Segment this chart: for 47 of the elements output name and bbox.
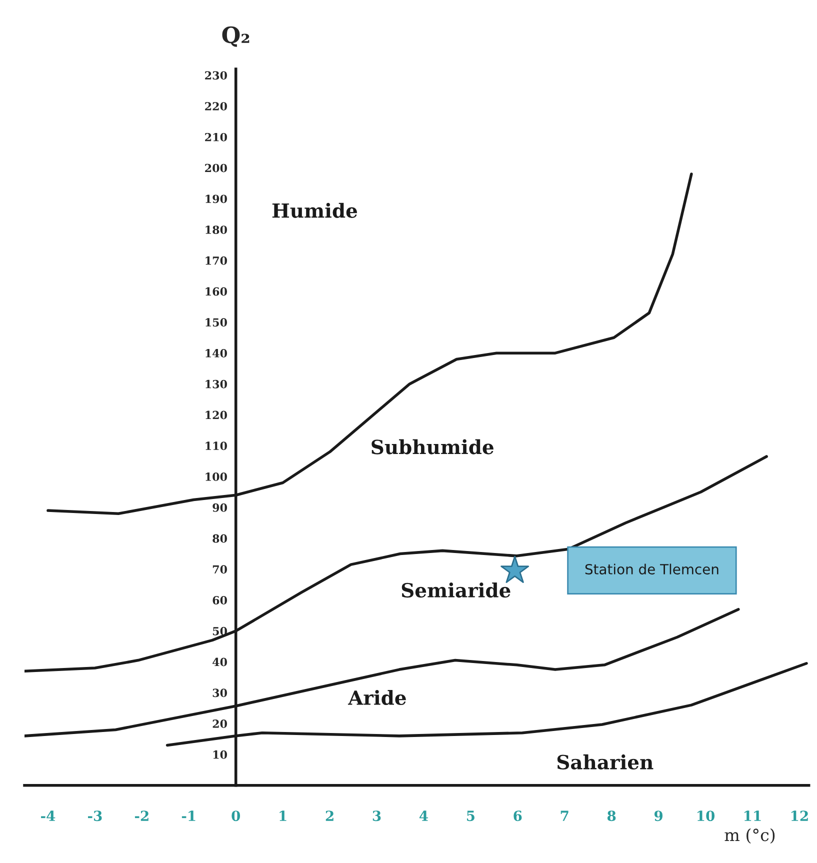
annotation: Saharien	[557, 754, 654, 770]
y-tick-label: 80	[212, 534, 227, 543]
y-tick-label: 220	[205, 102, 227, 110]
y-tick-label: 10	[213, 750, 227, 759]
y-tick-label: 210	[205, 132, 227, 142]
x-tick-label: 12	[791, 810, 808, 821]
annotation: Semiaride	[402, 582, 510, 598]
x-axis-title: m (°c)	[724, 828, 775, 844]
y-tick-label: 100	[206, 472, 227, 481]
y-tick-label: 60	[212, 596, 227, 604]
y-tick-label: 140	[206, 349, 227, 358]
y-tick-label: 190	[206, 194, 227, 204]
x-tick-label: -4	[41, 810, 56, 821]
x-tick-label: 9	[654, 810, 662, 822]
x-tick-label: 5	[466, 810, 474, 822]
annotation: Subhumide	[372, 439, 494, 454]
y-tick-label: 70	[212, 565, 227, 574]
y-tick-label: 180	[206, 226, 227, 234]
y-tick-label: 230	[205, 71, 227, 80]
y-tick-label: 130	[206, 380, 227, 388]
y-tick-label: 20	[212, 720, 227, 728]
y-tick-label: 30	[212, 688, 227, 698]
x-tick-label: 1	[280, 810, 286, 821]
y-tick-label: 90	[212, 503, 227, 512]
x-tick-label: 3	[372, 810, 381, 822]
y-tick-label: 120	[206, 410, 227, 420]
annotation: Aride	[348, 690, 406, 706]
x-tick-label: 10	[698, 810, 715, 822]
y-tick-label: 200	[205, 164, 227, 172]
x-tick-label: 6	[514, 810, 522, 822]
x-tick-label: 11	[744, 810, 761, 821]
y-tick-label: 40	[212, 658, 227, 666]
y-tick-label: 150	[206, 318, 227, 327]
x-tick-label: 2	[326, 810, 334, 821]
x-tick-label: 0	[232, 810, 240, 822]
x-tick-label: -3	[88, 810, 102, 822]
y-tick-label: 110	[206, 442, 227, 450]
x-tick-label: -1	[182, 810, 196, 821]
x-tick-label: 4	[419, 810, 428, 821]
x-tick-label: -2	[134, 810, 148, 821]
annotation: Station de Tlemcen	[585, 564, 718, 574]
x-tick-label: 8	[607, 810, 616, 822]
y-axis-title: Q₂	[222, 26, 250, 47]
annotation: Humide	[272, 202, 358, 218]
y-tick-label: 160	[206, 287, 227, 296]
y-tick-label: 170	[206, 256, 227, 265]
x-tick-label: 7	[560, 810, 568, 821]
